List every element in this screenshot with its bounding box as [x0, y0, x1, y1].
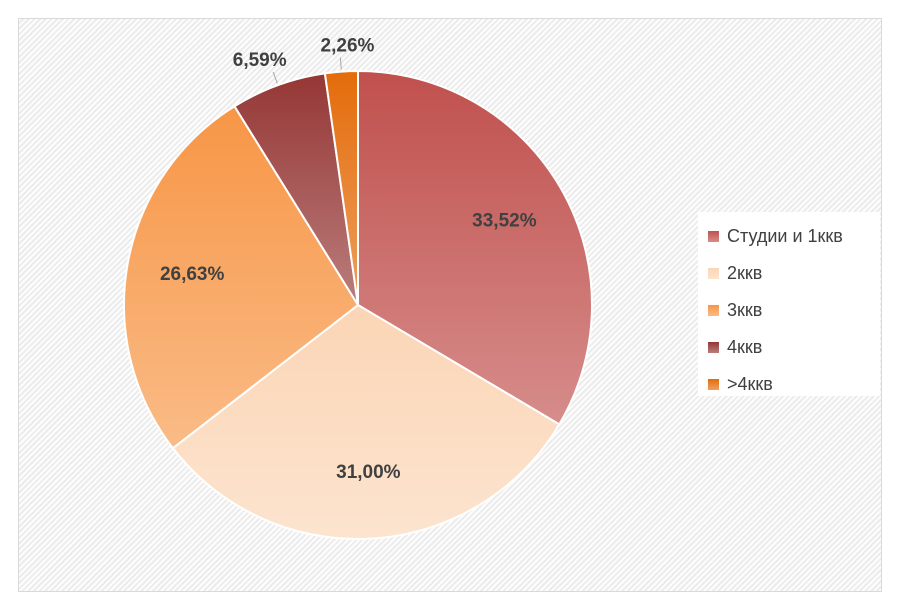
leader-line [339, 57, 342, 70]
legend-swatch [708, 379, 719, 390]
legend-item: 2ккв [708, 255, 880, 292]
data-label: 6,59% [233, 50, 287, 71]
legend-swatch [708, 305, 719, 316]
pie-slice [357, 69, 593, 426]
leader-line [272, 71, 278, 84]
pie-slice [323, 69, 359, 306]
legend-label: 3ккв [727, 300, 763, 320]
data-label: 33,52% [472, 211, 537, 232]
legend-swatch [708, 342, 719, 353]
legend-item: 3ккв [708, 292, 880, 329]
legend-label: >4ккв [727, 374, 773, 394]
pie-slice [171, 303, 561, 540]
legend-swatch [708, 268, 719, 279]
legend-label: 2ккв [727, 263, 763, 283]
legend-label: Студии и 1ккв [727, 226, 843, 246]
pie-slice [123, 104, 360, 450]
data-label: 26,63% [160, 264, 225, 285]
legend-item: >4ккв [708, 366, 880, 403]
legend-item: 4ккв [708, 329, 880, 366]
legend: Студии и 1ккв 2ккв 3ккв 4ккв >4ккв [698, 212, 880, 396]
data-label: 2,26% [321, 36, 375, 57]
data-label: 31,00% [336, 462, 401, 483]
legend-swatch [708, 231, 719, 242]
legend-item: Студии и 1ккв [708, 218, 880, 255]
legend-label: 4ккв [727, 337, 763, 357]
